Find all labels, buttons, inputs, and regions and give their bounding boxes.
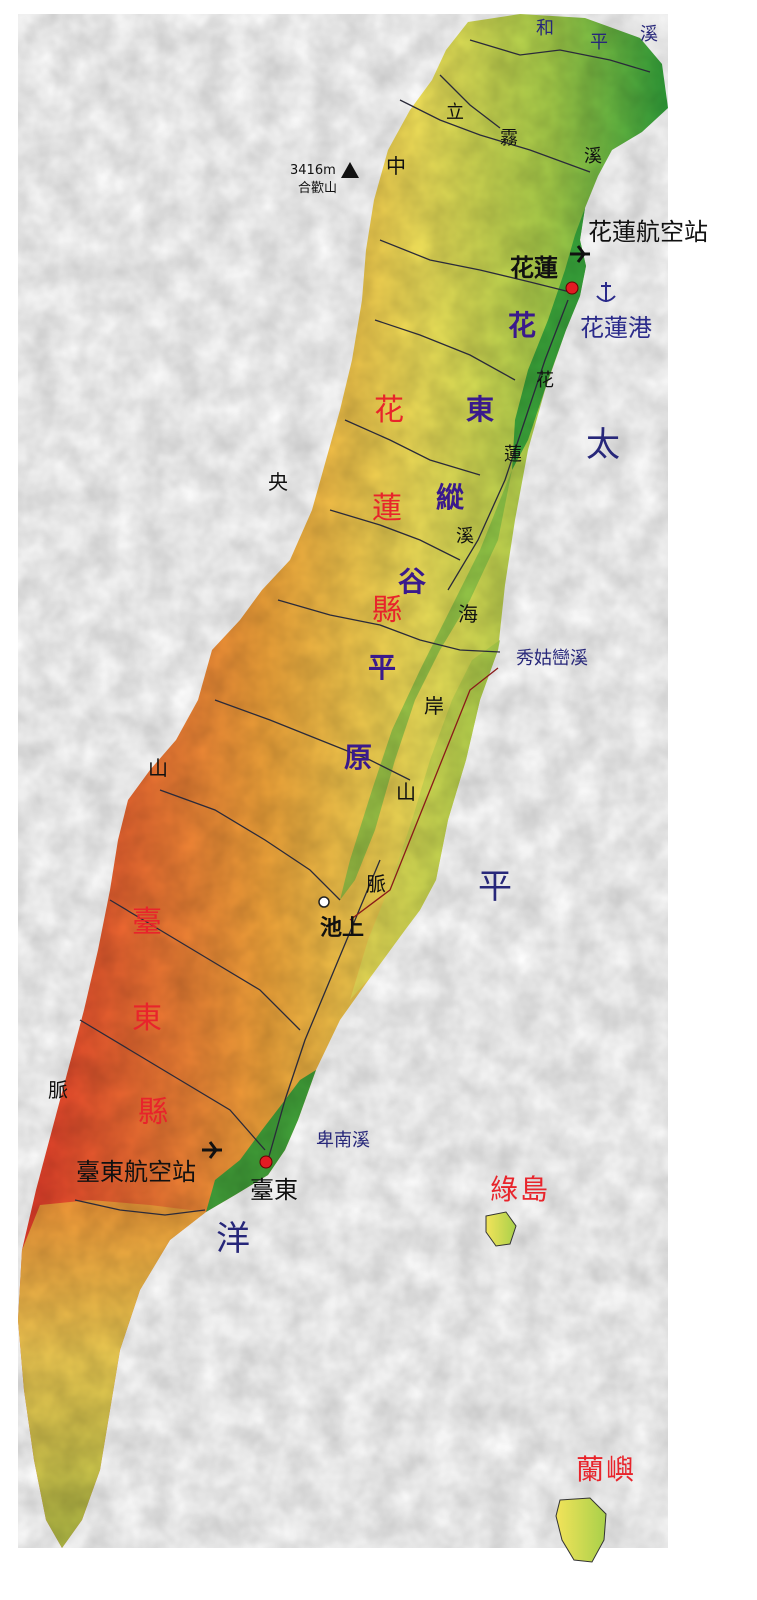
coastal-range-label: 岸 [424, 694, 444, 718]
lakulaku-river [214, 699, 411, 781]
mugua-river [379, 239, 571, 293]
ocean-label: 太 [586, 425, 620, 465]
hualien-county-label: 縣 [372, 593, 402, 628]
chishang-label: 池上 [320, 916, 365, 941]
ocean-label: 平 [478, 867, 512, 907]
coastal-range-label: 脈 [366, 872, 386, 896]
heping-river [469, 39, 651, 73]
valley-label: 花 [508, 309, 537, 342]
taitung-county-label: 縣 [138, 1095, 168, 1130]
central-range-label: 脈 [48, 1078, 68, 1102]
beinan-upper [159, 789, 341, 901]
orchid-island-label: 蘭嶼 [576, 1453, 637, 1486]
liwu-river [399, 99, 591, 173]
hualien-county-label: 花 [374, 393, 404, 428]
central-range-label: 山 [148, 756, 168, 780]
hualien-river-label: 溪 [456, 526, 474, 547]
green-island [485, 1211, 517, 1247]
beinan-river-label: 卑南溪 [316, 1130, 370, 1151]
heping-river-label: 和 [536, 18, 554, 39]
taitung-county-label: 東 [132, 1001, 162, 1036]
coastal-range-label: 海 [458, 602, 478, 626]
peak-height: 3416m [290, 163, 336, 178]
luye-river [109, 899, 301, 1031]
valley-tributary-2 [329, 509, 461, 561]
hualien-city-label: 花蓮 [510, 254, 558, 282]
taitung-county-label: 臺 [132, 905, 162, 940]
liwu-river-label: 霧 [500, 128, 518, 149]
taitung-airport-label: 臺東航空站 [76, 1158, 196, 1186]
heping-river-label: 溪 [640, 24, 658, 45]
hualien-upper [374, 319, 516, 381]
southern-river-2 [74, 1199, 206, 1216]
liwu-tributary [439, 74, 501, 129]
green-island-label: 綠島 [490, 1173, 551, 1206]
xiuguluan-river-label: 秀姑巒溪 [516, 648, 588, 669]
valley-label: 谷 [398, 565, 427, 598]
beinan-river [267, 859, 381, 1161]
hualien-river-label: 蓮 [504, 444, 522, 465]
ocean-label: 洋 [216, 1219, 250, 1259]
southern-river-1 [79, 1019, 266, 1151]
taitung-city-label: 臺東 [250, 1176, 298, 1204]
triangle-peak-icon [341, 162, 359, 178]
central-range-label: 央 [268, 470, 288, 494]
peak-name: 合歡山 [298, 181, 338, 196]
central-range-label: 中 [386, 154, 406, 178]
coastal-boundary [349, 667, 499, 921]
valley-tributary-1 [344, 419, 481, 476]
airplane-icon [570, 245, 590, 263]
anchor-icon [596, 282, 616, 302]
orchid-island [555, 1497, 607, 1563]
hualien-river [447, 299, 569, 591]
terrain-texture [18, 14, 668, 1548]
heping-river-label: 平 [590, 32, 608, 53]
hualien-county-label: 蓮 [372, 491, 402, 526]
red-dot-icon [259, 1155, 273, 1169]
river-network [74, 39, 651, 1216]
hollow-dot-icon [318, 896, 330, 908]
valley-label: 縱 [436, 481, 465, 514]
hualien-airport-label: 花蓮航空站 [588, 218, 708, 246]
airplane-icon [202, 1141, 222, 1159]
valley-label: 原 [344, 741, 373, 774]
hualien-port-label: 花蓮港 [580, 314, 652, 342]
liwu-river-label: 溪 [584, 146, 602, 167]
valley-label: 東 [466, 393, 495, 426]
hualien-river-label: 花 [536, 370, 554, 391]
valley-label: 平 [368, 651, 397, 684]
coastal-range-label: 山 [396, 780, 416, 804]
xiuguluan-river [277, 599, 501, 653]
liwu-river-label: 立 [446, 102, 464, 123]
red-dot-icon [565, 281, 579, 295]
